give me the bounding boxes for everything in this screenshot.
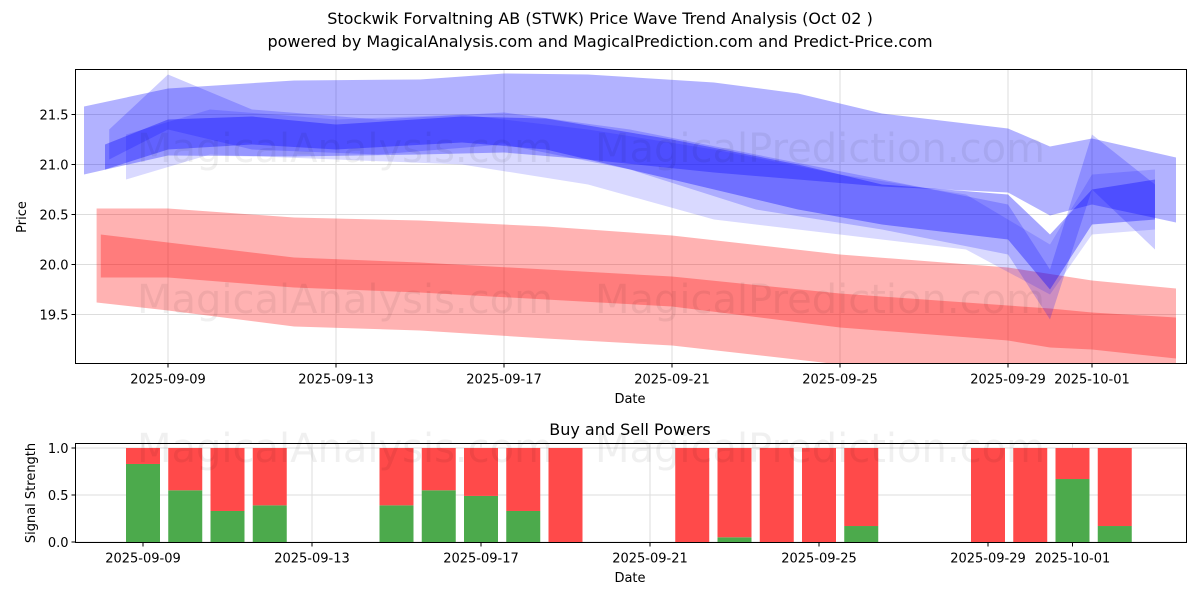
sell-bar — [1098, 448, 1132, 526]
buy-bar — [718, 537, 752, 542]
y-tick-label: 20.5 — [40, 209, 69, 224]
watermark-prediction: MagicalPrediction.com — [595, 277, 1045, 323]
y-tick-label: 0.5 — [48, 489, 69, 504]
chart-canvas: MagicalAnalysis.com MagicalPrediction.co… — [0, 0, 1200, 600]
y-tick-label: 0.0 — [48, 536, 69, 551]
buy-bar — [506, 511, 540, 542]
watermark-analysis: MagicalAnalysis.com — [137, 126, 553, 172]
buy-bar — [253, 505, 287, 542]
buy-bar — [1056, 479, 1090, 542]
buy-bar — [464, 496, 498, 542]
watermark-prediction: MagicalPrediction.com — [595, 426, 1045, 472]
buy-bar — [211, 511, 245, 542]
buy-bar — [126, 464, 160, 542]
x-tick-label: 2025-10-01 — [1054, 373, 1130, 388]
price-bands — [84, 74, 1176, 377]
sell-bar — [549, 448, 583, 542]
price-y-ticks: 19.5 20.0 20.5 21.0 21.5 — [40, 109, 76, 324]
signal-x-ticks: 2025-09-09 2025-09-13 2025-09-17 2025-09-21… — [105, 543, 1110, 567]
buy-bar — [844, 526, 878, 542]
x-tick-label: 2025-10-01 — [1035, 552, 1111, 567]
x-tick-label: 2025-09-17 — [466, 373, 542, 388]
y-tick-label: 1.0 — [48, 442, 69, 457]
x-tick-label: 2025-09-13 — [274, 552, 350, 567]
x-tick-label: 2025-09-13 — [298, 373, 374, 388]
x-tick-label: 2025-09-09 — [130, 373, 206, 388]
x-tick-label: 2025-09-29 — [950, 552, 1026, 567]
y-tick-label: 21.0 — [40, 159, 69, 174]
y-tick-label: 21.5 — [40, 109, 69, 124]
price-x-ticks: 2025-09-09 2025-09-13 2025-09-17 2025-09-21… — [130, 364, 1130, 388]
buy-bar — [380, 505, 414, 542]
x-tick-label: 2025-09-25 — [781, 552, 857, 567]
watermark-analysis: MagicalAnalysis.com — [137, 426, 553, 472]
watermark-analysis: MagicalAnalysis.com — [137, 277, 553, 323]
y-tick-label: 20.0 — [40, 259, 69, 274]
x-tick-label: 2025-09-17 — [443, 552, 519, 567]
sell-bar — [1056, 448, 1090, 479]
signal-x-axis-label: Date — [614, 571, 645, 586]
x-tick-label: 2025-09-21 — [612, 552, 688, 567]
signal-y-axis-label: Signal Strength — [24, 443, 39, 543]
buy-bar — [422, 490, 456, 542]
x-tick-label: 2025-09-09 — [105, 552, 181, 567]
y-tick-label: 19.5 — [40, 309, 69, 324]
price-y-axis-label: Price — [15, 201, 30, 233]
x-tick-label: 2025-09-29 — [970, 373, 1046, 388]
x-tick-label: 2025-09-25 — [802, 373, 878, 388]
x-tick-label: 2025-09-21 — [634, 373, 710, 388]
buy-bar — [1098, 526, 1132, 542]
buy-bar — [168, 490, 202, 542]
watermark-prediction: MagicalPrediction.com — [595, 126, 1045, 172]
price-x-axis-label: Date — [614, 392, 645, 407]
signal-y-ticks: 0.0 0.5 1.0 — [48, 442, 76, 551]
